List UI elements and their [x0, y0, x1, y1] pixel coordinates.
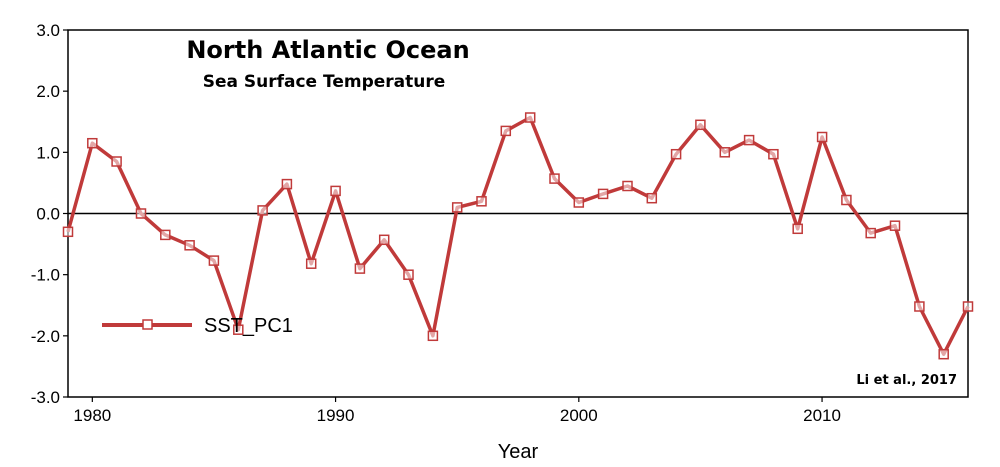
data-point [938, 348, 949, 360]
data-point [403, 269, 414, 280]
y-tick-label: -3.0 [31, 388, 60, 407]
data-point [889, 220, 901, 231]
data-point [378, 234, 390, 246]
data-point [865, 227, 876, 239]
data-point [257, 205, 268, 216]
data-point [184, 240, 195, 251]
data-point [87, 137, 98, 149]
legend-marker [142, 319, 153, 330]
x-tick-label: 1980 [73, 406, 111, 425]
data-point [719, 147, 731, 158]
data-point [524, 112, 536, 123]
y-tick-label: 3.0 [36, 21, 60, 40]
data-point [330, 185, 341, 197]
y-tick-label: 0.0 [36, 205, 60, 224]
data-point [622, 180, 633, 192]
data-point [135, 208, 147, 219]
data-point [354, 263, 366, 274]
data-point [768, 148, 779, 160]
legend-label: SST_PC1 [204, 315, 293, 337]
data-point [233, 324, 244, 335]
chart-subtitle: Sea Surface Temperature [203, 72, 446, 92]
data-point [573, 197, 585, 208]
data-point [914, 301, 925, 312]
data-point [695, 119, 706, 131]
data-point [500, 125, 512, 137]
x-axis: 1980 1990 2000 2010 [73, 397, 841, 425]
x-axis-title: Year [498, 441, 539, 463]
data-point [597, 188, 609, 200]
data-point [670, 148, 682, 160]
data-point [476, 196, 487, 207]
y-tick-label: -2.0 [31, 327, 60, 346]
y-axis: 3.0 2.0 1.0 0.0 -1.0 -2.0 -3.0 [31, 21, 68, 407]
series-line [66, 115, 970, 356]
data-point [841, 194, 852, 206]
series-sst-pc1 [62, 112, 974, 360]
chart-title: North Atlantic Ocean [186, 36, 469, 64]
y-tick-label: -1.0 [31, 266, 60, 285]
data-point [111, 156, 122, 167]
data-point [549, 173, 560, 184]
data-point [281, 178, 293, 190]
data-point [427, 330, 439, 342]
legend: SST_PC1 [102, 315, 293, 337]
data-point [451, 202, 463, 213]
x-tick-label: 2010 [803, 406, 841, 425]
data-point [792, 223, 803, 235]
data-point [816, 131, 828, 143]
data-point [646, 192, 658, 204]
data-point [160, 229, 171, 241]
data-point [743, 134, 755, 146]
y-tick-label: 2.0 [36, 82, 60, 101]
x-tick-label: 2000 [560, 406, 598, 425]
data-point [305, 258, 317, 269]
citation: Li et al., 2017 [856, 373, 957, 388]
x-tick-label: 1990 [317, 406, 355, 425]
data-point [208, 255, 220, 266]
data-point [962, 301, 974, 312]
y-tick-label: 1.0 [36, 143, 60, 162]
data-point [62, 226, 74, 238]
